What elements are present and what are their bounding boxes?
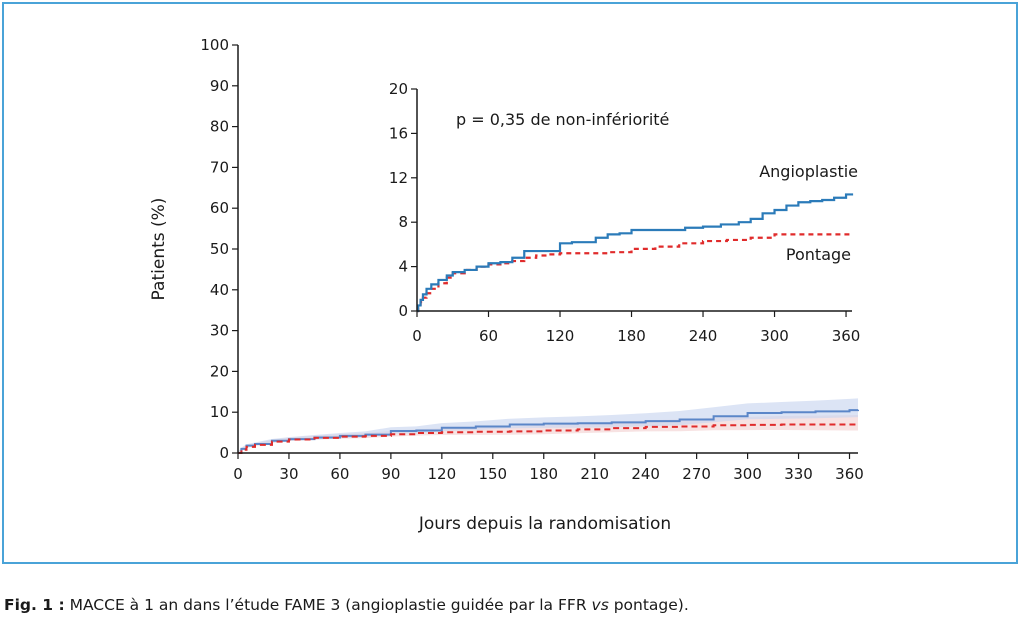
- y-tick-label: 60: [210, 199, 229, 217]
- y-tick-label: 70: [210, 158, 229, 176]
- figure-caption: Fig. 1 : MACCE à 1 an dans l’étude FAME …: [4, 596, 689, 614]
- x-tick-label: 360: [835, 465, 864, 483]
- confidence-band-angioplastie: [238, 398, 858, 453]
- x-tick-label: 240: [631, 465, 660, 483]
- x-tick-label: 30: [279, 465, 298, 483]
- x-axis-label: Jours depuis la randomisation: [418, 514, 671, 534]
- series-line-pontage: [238, 423, 858, 454]
- y-tick-label: 50: [210, 240, 229, 258]
- y-tick-label: 10: [210, 403, 229, 421]
- inset-x-tick-label: 360: [832, 327, 861, 345]
- inset-x-tick-label: 120: [546, 327, 575, 345]
- x-tick-label: 270: [682, 465, 711, 483]
- inset-series-line-angioplastie: [417, 193, 854, 313]
- x-tick-label: 300: [733, 465, 762, 483]
- legend-label-pontage: Pontage: [786, 245, 851, 264]
- inset-y-tick-label: 0: [398, 302, 408, 320]
- y-tick-label: 90: [210, 77, 229, 95]
- inset-x-tick-label: 0: [412, 327, 422, 345]
- x-tick-label: 90: [381, 465, 400, 483]
- inset-chart: 0 4 8 12 16 20 0 60 120 180 240 300 360 p = 0,35 de n…: [389, 80, 860, 345]
- p-value-annotation: p = 0,35 de non-infériorité: [456, 110, 669, 129]
- x-tick-label: 180: [529, 465, 558, 483]
- inset-x-tick-label: 180: [617, 327, 646, 345]
- x-tick-label: 150: [478, 465, 507, 483]
- caption-label: Fig. 1 :: [4, 596, 65, 614]
- inset-y-tick-label: 16: [389, 124, 408, 142]
- y-tick-label: 0: [219, 444, 229, 462]
- y-tick-label: 30: [210, 322, 229, 340]
- caption-italic: vs: [591, 596, 609, 614]
- x-tick-label: 330: [784, 465, 813, 483]
- legend-label-angioplastie: Angioplastie: [759, 162, 858, 181]
- inset-x-tick-label: 60: [479, 327, 498, 345]
- caption-text-2: pontage).: [608, 596, 689, 614]
- confidence-band-pontage: [238, 415, 858, 453]
- y-tick-label: 80: [210, 118, 229, 136]
- inset-x-tick-label: 300: [760, 327, 789, 345]
- y-tick-label: 40: [210, 281, 229, 299]
- inset-x-tick-label: 240: [689, 327, 718, 345]
- x-tick-label: 120: [428, 465, 457, 483]
- x-tick-label: 210: [580, 465, 609, 483]
- caption-text-1: MACCE à 1 an dans l’étude FAME 3 (angiop…: [64, 596, 592, 614]
- inset-y-tick-label: 20: [389, 80, 408, 98]
- y-tick-label: 20: [210, 362, 229, 380]
- x-tick-label: 0: [233, 465, 243, 483]
- y-tick-label: 100: [200, 36, 229, 54]
- x-tick-label: 60: [330, 465, 349, 483]
- y-axis-label: Patients (%): [149, 198, 169, 301]
- figure-frame: [2, 2, 1018, 564]
- inset-y-tick-label: 4: [398, 258, 408, 276]
- inset-y-tick-label: 12: [389, 169, 408, 187]
- inset-y-tick-label: 8: [398, 213, 408, 231]
